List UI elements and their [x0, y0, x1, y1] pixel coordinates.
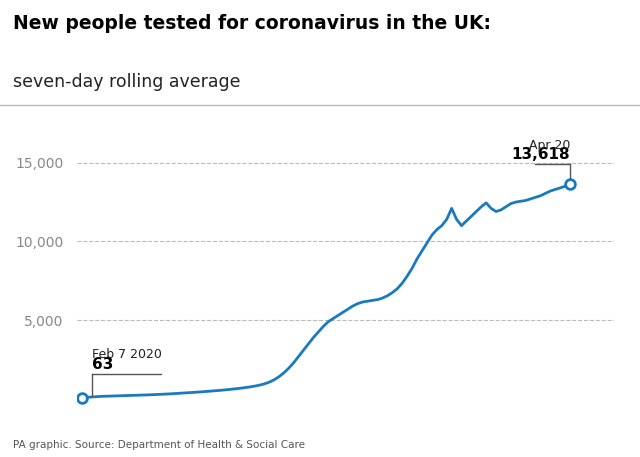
Text: Apr 20: Apr 20: [529, 139, 570, 152]
Text: 63: 63: [92, 356, 113, 372]
Text: Feb 7 2020: Feb 7 2020: [92, 348, 161, 361]
Text: seven-day rolling average: seven-day rolling average: [13, 73, 240, 91]
Text: 13,618: 13,618: [511, 148, 570, 162]
Text: PA graphic. Source: Department of Health & Social Care: PA graphic. Source: Department of Health…: [13, 440, 305, 450]
Text: New people tested for coronavirus in the UK:: New people tested for coronavirus in the…: [13, 14, 491, 33]
